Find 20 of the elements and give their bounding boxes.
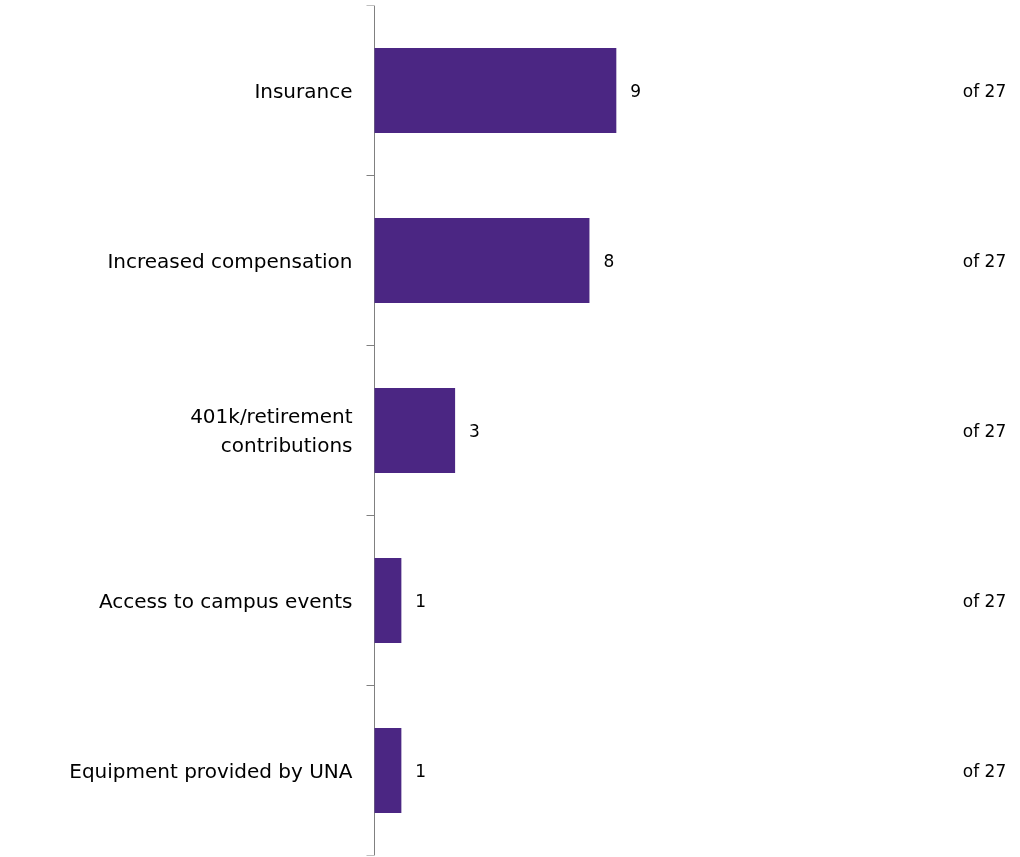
- y-tick-label: Access to campus events: [98, 588, 353, 613]
- bar: [374, 48, 617, 133]
- data-label: 1: [415, 591, 427, 611]
- text: of 27: [962, 420, 1007, 441]
- text: of 27: [962, 80, 1007, 101]
- y-tick-label: 401k/retirement contributions: [190, 404, 353, 457]
- bar: [374, 388, 456, 473]
- text: of 27: [962, 250, 1007, 271]
- text: of 27: [962, 760, 1007, 781]
- bar: [374, 218, 590, 303]
- y-tick-label: Equipment provided by UNA: [69, 758, 353, 783]
- data-label: 1: [415, 761, 427, 781]
- data-label: 3: [469, 421, 480, 441]
- data-label: 8: [603, 251, 615, 271]
- bar: [374, 558, 402, 643]
- bar: [374, 728, 402, 813]
- data-label: 9: [630, 81, 642, 101]
- y-tick-label: Insurance: [254, 78, 353, 103]
- y-tick-label: Increased compensation: [107, 248, 353, 273]
- text: of 27: [962, 590, 1007, 611]
